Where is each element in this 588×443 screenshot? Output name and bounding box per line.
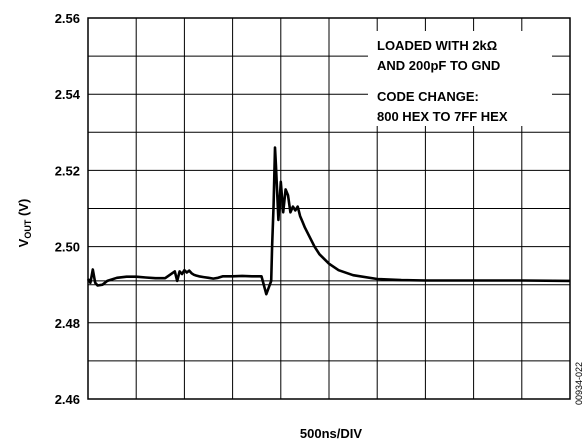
y-tick-label: 2.46	[55, 392, 80, 407]
annotation-line-2: AND 200pF TO GND	[377, 58, 500, 73]
figure-id: 00934-022	[574, 362, 584, 405]
annotation-background	[368, 31, 552, 126]
y-tick-label: 2.52	[55, 163, 80, 178]
vout-series-line	[86, 146, 571, 296]
annotation-line-1: LOADED WITH 2kΩ	[377, 38, 497, 53]
y-tick-label: 2.56	[55, 11, 80, 26]
y-tick-label: 2.54	[55, 87, 81, 102]
plot-border	[87, 17, 571, 400]
x-axis-label: 500ns/DIV	[300, 426, 362, 441]
y-axis-label-sub: OUT	[23, 219, 33, 239]
annotation-line-3: CODE CHANGE:	[377, 89, 479, 104]
y-tick-label: 2.48	[55, 316, 80, 331]
y-tick-labels: 2.46 2.48 2.50 2.52 2.54 2.56	[55, 11, 81, 407]
y-axis-label-main: V	[16, 238, 31, 247]
y-axis-label-unit: (V)	[16, 199, 31, 220]
annotation-line-4: 800 HEX TO 7FF HEX	[377, 109, 508, 124]
y-tick-label: 2.50	[55, 240, 80, 255]
y-axis-label: VOUT (V)	[16, 199, 33, 248]
